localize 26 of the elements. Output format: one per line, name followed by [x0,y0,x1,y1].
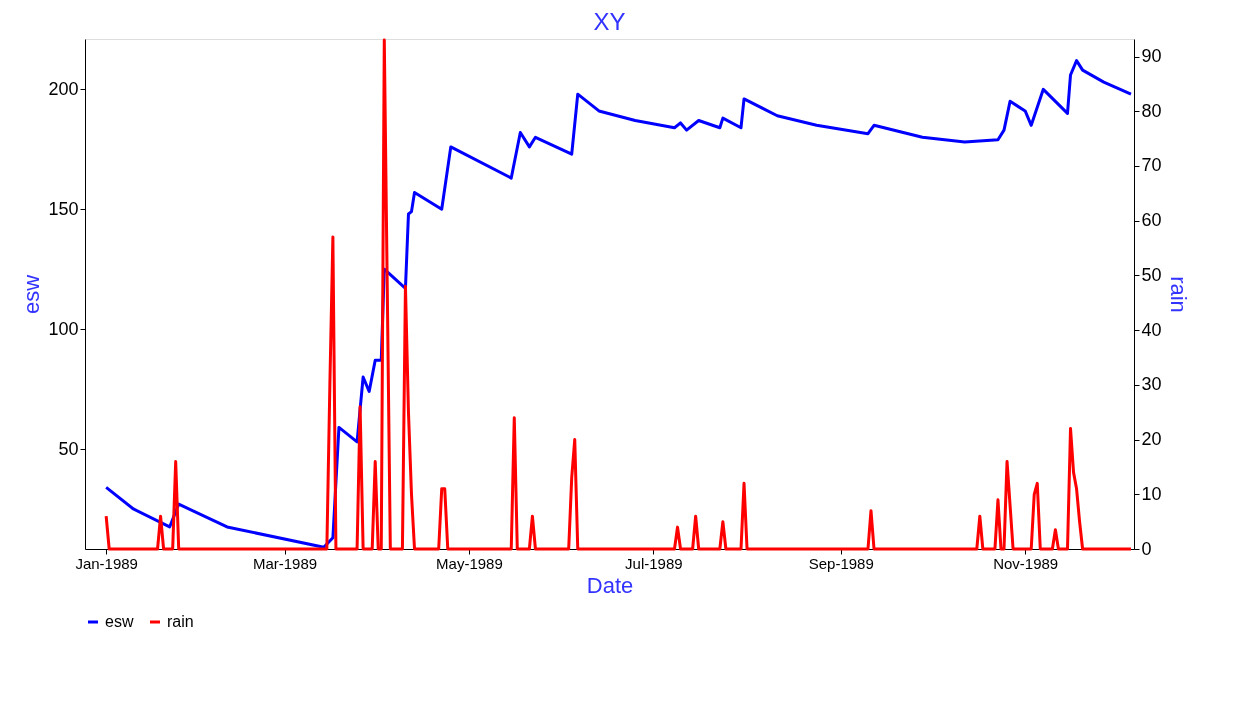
y-axis-title: esw [19,274,45,315]
legend-label: esw [105,613,134,630]
x-tick-label: Mar-1989 [252,554,318,572]
y2-tick-label: 60 [1141,210,1162,231]
y-tick-label: 50 [58,438,79,459]
x-tick-label: Jul-1989 [625,554,683,572]
x-tick-label: Sep-1989 [808,554,874,572]
y2-axis-title: rain [1165,276,1191,313]
y2-tick-label: 20 [1141,429,1162,450]
y2-tick-label: 70 [1141,155,1162,176]
chart-title: XY [593,7,626,35]
y-tick-label: 100 [48,318,79,339]
y2-tick-label: 50 [1141,264,1162,285]
y2-tick-label: 90 [1141,46,1162,67]
y2-tick-label: 10 [1141,483,1162,504]
y2-tick-label: 0 [1141,538,1152,559]
x-tick-label: Jan-1989 [75,554,138,572]
x-tick-label: May-1989 [436,554,503,572]
x-axis-title: Date [586,572,634,598]
y2-tick-label: 80 [1141,100,1162,121]
x-tick-label: Nov-1989 [993,554,1059,572]
y-tick-label: 150 [48,198,79,219]
y2-tick-label: 40 [1141,319,1162,340]
y-tick-label: 200 [48,78,79,99]
y2-tick-label: 30 [1141,374,1162,395]
legend-label: rain [167,613,194,630]
